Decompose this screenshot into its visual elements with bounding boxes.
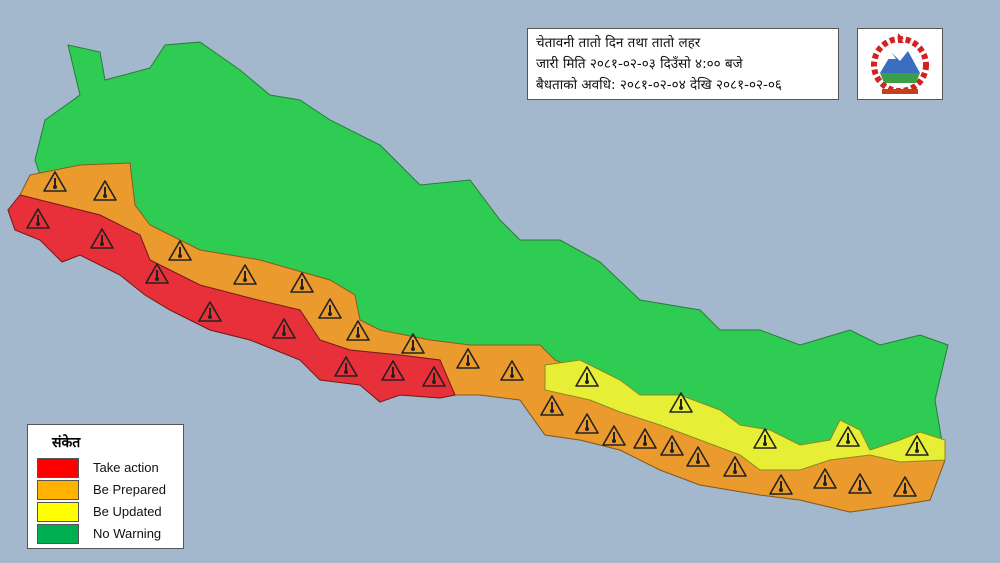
thermometer-warning-icon <box>334 356 358 377</box>
thermometer-warning-icon <box>145 263 169 284</box>
issue-date: जारी मिति २०८१-०२-०३ दिउँसो ४:०० बजे <box>536 56 743 72</box>
validity-period: बैधताको अवधि: २०८१-०२-०४ देखि २०८१-०२-०६ <box>536 77 782 93</box>
region-take-action <box>7 194 456 403</box>
thermometer-warning-icon <box>233 264 257 285</box>
thermometer-warning-icon <box>753 428 777 449</box>
nepal-government-emblem <box>857 28 943 100</box>
thermometer-warning-icon <box>575 413 599 434</box>
legend-label: Take action <box>93 460 159 475</box>
thermometer-warning-icon <box>669 392 693 413</box>
thermometer-warning-icon <box>90 228 114 249</box>
thermometer-warning-icon <box>575 366 599 387</box>
legend-label: Be Prepared <box>93 482 166 497</box>
thermometer-warning-icon <box>633 428 657 449</box>
thermometer-warning-icon <box>346 320 370 341</box>
warning-title: चेतावनी तातो दिन तथा तातो लहर <box>536 35 701 51</box>
legend-item-be-updated: Be Updated <box>37 502 182 522</box>
thermometer-warning-icon <box>905 435 929 456</box>
thermometer-warning-icon <box>26 208 50 229</box>
thermometer-warning-icon <box>836 426 860 447</box>
legend-label: No Warning <box>93 526 162 541</box>
thermometer-warning-icon <box>813 468 837 489</box>
legend-item-no-warning: No Warning <box>37 524 182 544</box>
thermometer-warning-icon <box>540 395 564 416</box>
legend-swatch <box>37 524 79 544</box>
thermometer-warning-icon <box>198 301 222 322</box>
thermometer-warning-icon <box>686 446 710 467</box>
thermometer-warning-icon <box>660 435 684 456</box>
thermometer-warning-icon <box>290 272 314 293</box>
legend-label: Be Updated <box>93 504 162 519</box>
thermometer-warning-icon <box>381 360 405 381</box>
thermometer-warning-icon <box>168 240 192 261</box>
legend: संकेत Take action Be Prepared Be Updated… <box>27 424 184 549</box>
region-be-updated <box>544 359 946 471</box>
legend-item-be-prepared: Be Prepared <box>37 480 182 500</box>
thermometer-warning-icon <box>93 180 117 201</box>
legend-item-take-action: Take action <box>37 458 182 478</box>
emblem-icon <box>871 33 929 94</box>
thermometer-warning-icon <box>500 360 524 381</box>
thermometer-warning-icon <box>723 456 747 477</box>
thermometer-warning-icon <box>456 348 480 369</box>
thermometer-warning-icon <box>769 474 793 495</box>
legend-swatch <box>37 502 79 522</box>
thermometer-warning-icon <box>422 366 446 387</box>
legend-swatch <box>37 480 79 500</box>
legend-swatch <box>37 458 79 478</box>
thermometer-warning-icon <box>401 333 425 354</box>
thermometer-warning-icon <box>602 425 626 446</box>
thermometer-warning-icon <box>893 476 917 497</box>
thermometer-warning-icon <box>43 171 67 192</box>
thermometer-warning-icon <box>318 298 342 319</box>
thermometer-warning-icon <box>848 473 872 494</box>
warning-title-box: चेतावनी तातो दिन तथा तातो लहर जारी मिति … <box>527 28 839 100</box>
legend-title: संकेत <box>52 435 81 451</box>
thermometer-warning-icon <box>272 318 296 339</box>
